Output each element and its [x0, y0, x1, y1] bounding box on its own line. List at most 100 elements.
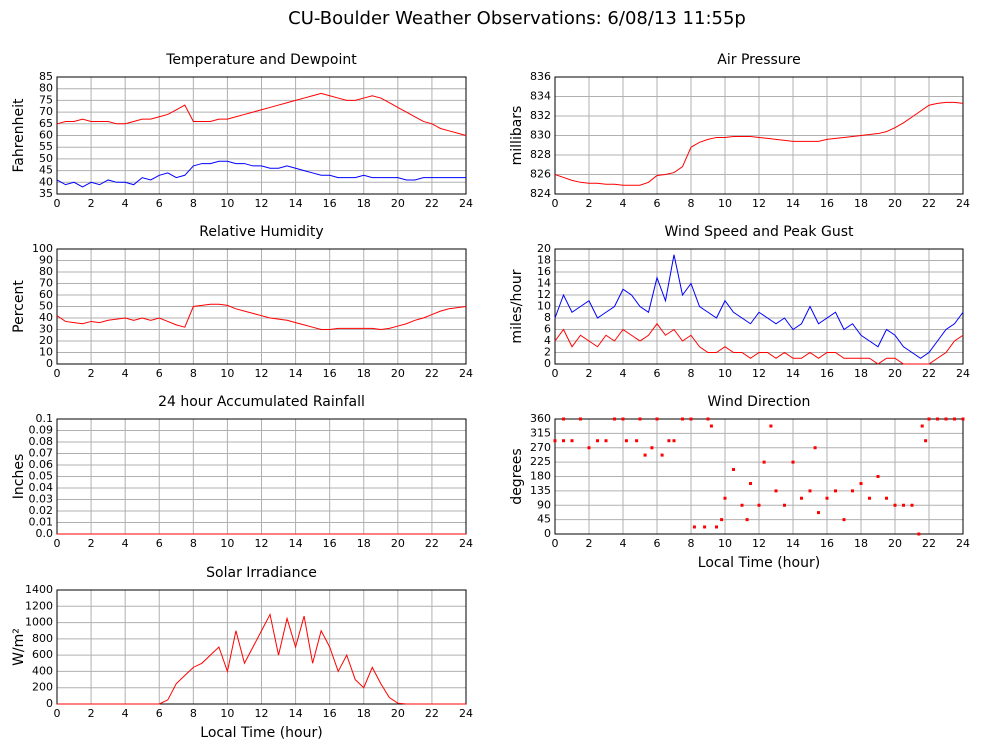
chart-title: Temperature and Dewpoint: [165, 52, 357, 68]
y-tick-label: 360: [530, 412, 551, 425]
scatter-point: [587, 446, 591, 450]
series-line: [56, 303, 467, 331]
x-tick-label: 12: [752, 197, 766, 210]
x-tick-label: 4: [620, 537, 627, 550]
y-tick-label: 830: [530, 129, 551, 142]
scatter-point: [817, 511, 820, 515]
scatter-point: [800, 496, 803, 500]
scatter-point: [553, 439, 557, 443]
y-tick-label: 55: [39, 140, 53, 153]
x-tick-label: 14: [786, 537, 800, 550]
scatter-point: [910, 503, 914, 507]
scatter-point: [851, 489, 854, 493]
y-tick-label: 20: [39, 334, 53, 347]
y-axis-label: Percent: [11, 280, 27, 333]
scatter-point: [920, 424, 924, 428]
y-tick-label: 0.05: [29, 470, 54, 483]
x-tick-label: 20: [391, 707, 405, 720]
y-tick-label: 836: [530, 70, 551, 83]
plot-frame: [554, 248, 964, 365]
x-tick-label: 24: [459, 537, 473, 550]
scatter-point: [672, 439, 676, 443]
y-tick-label: 75: [39, 93, 53, 106]
x-tick-label: 10: [718, 537, 732, 550]
series-line: [57, 612, 466, 705]
x-tick-label: 18: [854, 197, 868, 210]
scatter-point: [808, 489, 812, 493]
x-tick-label: 22: [922, 197, 936, 210]
x-tick-label: 6: [156, 707, 163, 720]
x-tick-label: 4: [122, 197, 129, 210]
x-tick-label: 24: [459, 197, 473, 210]
x-tick-label: 0: [54, 707, 61, 720]
x-tick-label: 22: [425, 197, 439, 210]
scatter-point: [624, 439, 628, 443]
y-tick-label: 0.1: [36, 412, 54, 425]
chart-title: Wind Speed and Peak Gust: [665, 224, 854, 240]
scatter-point: [703, 525, 707, 529]
y-tick-label: 0.07: [29, 447, 54, 460]
x-tick-label: 10: [220, 197, 234, 210]
x-tick-label: 6: [654, 367, 661, 380]
x-tick-label: 22: [425, 367, 439, 380]
y-tick-label: 824: [530, 187, 551, 200]
scatter-point: [740, 503, 744, 507]
y-tick-label: 1000: [25, 616, 53, 629]
y-tick-label: 45: [39, 164, 53, 177]
scatter-point: [769, 424, 773, 428]
x-tick-label: 20: [888, 537, 902, 550]
y-tick-label: 60: [39, 129, 53, 142]
y-tick-label: 826: [530, 168, 551, 181]
x-tick-label: 24: [956, 367, 970, 380]
scatter-point: [927, 417, 931, 421]
y-tick-label: 0: [544, 527, 551, 540]
scatter-point: [745, 518, 749, 522]
x-tick-label: 14: [786, 197, 800, 210]
x-tick-label: 4: [620, 367, 627, 380]
scatter-point: [893, 503, 897, 507]
x-tick-label: 8: [190, 537, 197, 550]
y-tick-label: 0: [46, 697, 53, 710]
x-tick-label: 10: [220, 537, 234, 550]
y-tick-label: 800: [32, 632, 53, 645]
x-tick-label: 2: [88, 197, 95, 210]
y-tick-label: 0: [544, 357, 551, 370]
scatter-point: [813, 446, 817, 450]
scatter-point: [944, 417, 948, 421]
plot-frame: [554, 76, 964, 195]
x-tick-label: 2: [88, 707, 95, 720]
x-tick-label: 24: [956, 197, 970, 210]
y-tick-label: 35: [39, 187, 53, 200]
scatter-point: [604, 439, 608, 443]
series-line: [554, 254, 964, 359]
y-tick-label: 1200: [25, 599, 53, 612]
y-tick-label: 18: [537, 254, 551, 267]
scatter-point: [791, 460, 795, 464]
x-tick-label: 0: [552, 537, 559, 550]
x-tick-label: 16: [323, 707, 337, 720]
chart-title: Relative Humidity: [199, 224, 323, 240]
scatter-point: [876, 475, 880, 478]
y-axis-label: W/m²: [11, 628, 27, 666]
scatter-point: [732, 467, 735, 471]
scatter-point: [924, 439, 928, 443]
x-tick-label: 6: [654, 197, 661, 210]
y-axis-label: Inches: [11, 454, 27, 499]
x-tick-label: 22: [425, 537, 439, 550]
y-tick-label: 20: [537, 242, 551, 255]
y-tick-label: 50: [39, 152, 53, 165]
scatter-point: [774, 489, 778, 493]
x-tick-label: 14: [289, 367, 303, 380]
x-tick-label: 20: [391, 367, 405, 380]
chart-title: 24 hour Accumulated Rainfall: [158, 394, 365, 410]
scatter-point: [709, 424, 713, 428]
x-tick-label: 0: [552, 367, 559, 380]
y-tick-label: 10: [537, 300, 551, 313]
x-tick-label: 18: [854, 537, 868, 550]
y-tick-label: 0.02: [29, 504, 54, 517]
x-tick-label: 20: [391, 197, 405, 210]
y-tick-label: 0: [46, 357, 53, 370]
scatter-point: [762, 460, 766, 464]
y-tick-label: 70: [39, 277, 53, 290]
